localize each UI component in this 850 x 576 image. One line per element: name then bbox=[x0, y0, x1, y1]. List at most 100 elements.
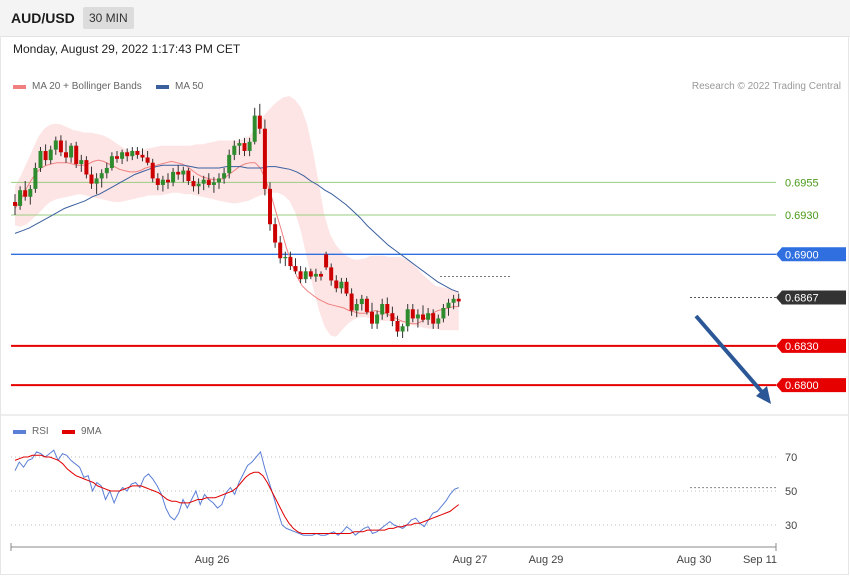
rsi-ma-swatch bbox=[62, 429, 75, 434]
candle bbox=[410, 304, 415, 323]
level-tag-0.6830 bbox=[776, 338, 846, 353]
candle-body bbox=[431, 313, 436, 324]
candle bbox=[28, 184, 33, 205]
candle-body bbox=[319, 273, 323, 277]
candle bbox=[160, 175, 165, 192]
candle bbox=[370, 302, 374, 329]
candle bbox=[395, 315, 400, 337]
chart-header: AUD/USD 30 MIN bbox=[0, 0, 850, 37]
candle-body bbox=[115, 156, 119, 159]
candle-body bbox=[278, 242, 283, 259]
candle-body bbox=[130, 150, 135, 157]
candle-body bbox=[176, 171, 181, 175]
level-tag-0.6867 bbox=[776, 290, 846, 305]
candle-body bbox=[293, 266, 298, 272]
candle bbox=[308, 268, 313, 280]
candle-body bbox=[349, 293, 354, 311]
candle-body bbox=[415, 314, 420, 319]
chart-frame bbox=[0, 36, 849, 575]
candle bbox=[400, 323, 405, 339]
level-label-0.6867: 0.6867 bbox=[785, 292, 819, 304]
candle-body bbox=[364, 298, 369, 312]
candle bbox=[38, 147, 43, 172]
candle-body bbox=[145, 157, 150, 163]
candle-body bbox=[288, 256, 293, 267]
level-label-0.6900: 0.6900 bbox=[785, 249, 819, 261]
candle-body bbox=[58, 140, 63, 153]
candle bbox=[405, 304, 410, 332]
candle bbox=[288, 251, 293, 271]
candle bbox=[273, 217, 278, 248]
level-tag-0.6900 bbox=[776, 247, 846, 262]
candle bbox=[140, 148, 145, 162]
bollinger-band bbox=[15, 96, 459, 337]
ma50-swatch bbox=[156, 84, 169, 89]
candle-body bbox=[222, 173, 227, 179]
candle-body bbox=[211, 182, 216, 185]
candle bbox=[104, 162, 109, 179]
symbol-label: AUD/USD bbox=[11, 10, 75, 26]
ma50-legend-label: MA 50 bbox=[175, 81, 204, 92]
candle-body bbox=[94, 178, 99, 184]
candle bbox=[23, 181, 28, 201]
candle bbox=[64, 140, 68, 163]
candle-body bbox=[359, 298, 364, 305]
candle bbox=[74, 141, 79, 168]
rsi-ma-legend-label: 9MA bbox=[81, 426, 102, 437]
candle bbox=[446, 298, 451, 316]
candle-body bbox=[456, 298, 461, 302]
candle-body bbox=[53, 140, 58, 150]
candle-body bbox=[380, 304, 385, 315]
candle bbox=[436, 314, 441, 329]
candle-body bbox=[257, 115, 262, 129]
candle bbox=[201, 175, 206, 191]
candle-body bbox=[33, 167, 38, 189]
candle-body bbox=[375, 314, 380, 324]
x-tick-label: Aug 30 bbox=[677, 554, 712, 566]
rsi-tick-label: 30 bbox=[785, 520, 797, 532]
candle bbox=[84, 156, 89, 179]
candle-body bbox=[395, 321, 400, 332]
candle bbox=[415, 309, 420, 328]
candle bbox=[53, 136, 58, 155]
target-arrow-shaft bbox=[694, 314, 764, 394]
level-label-0.6955: 0.6955 bbox=[785, 177, 819, 189]
candle bbox=[109, 152, 114, 171]
legend-ma50: MA 50 bbox=[156, 81, 203, 92]
candle bbox=[441, 304, 446, 323]
candle-body bbox=[89, 174, 94, 184]
candle-body bbox=[252, 115, 257, 142]
candle-body bbox=[109, 156, 114, 168]
candle bbox=[227, 149, 232, 179]
candle bbox=[232, 140, 237, 161]
candle-body bbox=[99, 173, 104, 179]
candle-body bbox=[217, 178, 221, 183]
candle bbox=[79, 154, 84, 172]
candle bbox=[456, 293, 461, 307]
candle-body bbox=[166, 179, 170, 183]
candle-body bbox=[262, 128, 267, 189]
timeframe-button[interactable]: 30 MIN bbox=[83, 7, 134, 29]
candle-body bbox=[242, 143, 247, 151]
candle bbox=[181, 166, 186, 183]
candle-body bbox=[400, 326, 405, 332]
candle-body bbox=[13, 201, 17, 206]
candle-body bbox=[370, 311, 374, 324]
candle-body bbox=[303, 271, 308, 280]
level-label-0.6800: 0.6800 bbox=[785, 380, 819, 392]
candle bbox=[262, 119, 267, 196]
candle bbox=[130, 147, 135, 161]
candle bbox=[222, 167, 227, 184]
candle bbox=[186, 167, 191, 185]
candle-body bbox=[298, 271, 303, 280]
candle-body bbox=[421, 314, 425, 320]
candle-body bbox=[344, 281, 349, 294]
candle bbox=[421, 305, 425, 323]
rsi-tick-label: 50 bbox=[785, 486, 797, 498]
candle bbox=[257, 103, 262, 134]
candle-body bbox=[140, 154, 145, 158]
candle-body bbox=[125, 152, 130, 157]
candle-body bbox=[74, 145, 79, 165]
candle-body bbox=[446, 302, 451, 308]
candle bbox=[426, 307, 431, 325]
